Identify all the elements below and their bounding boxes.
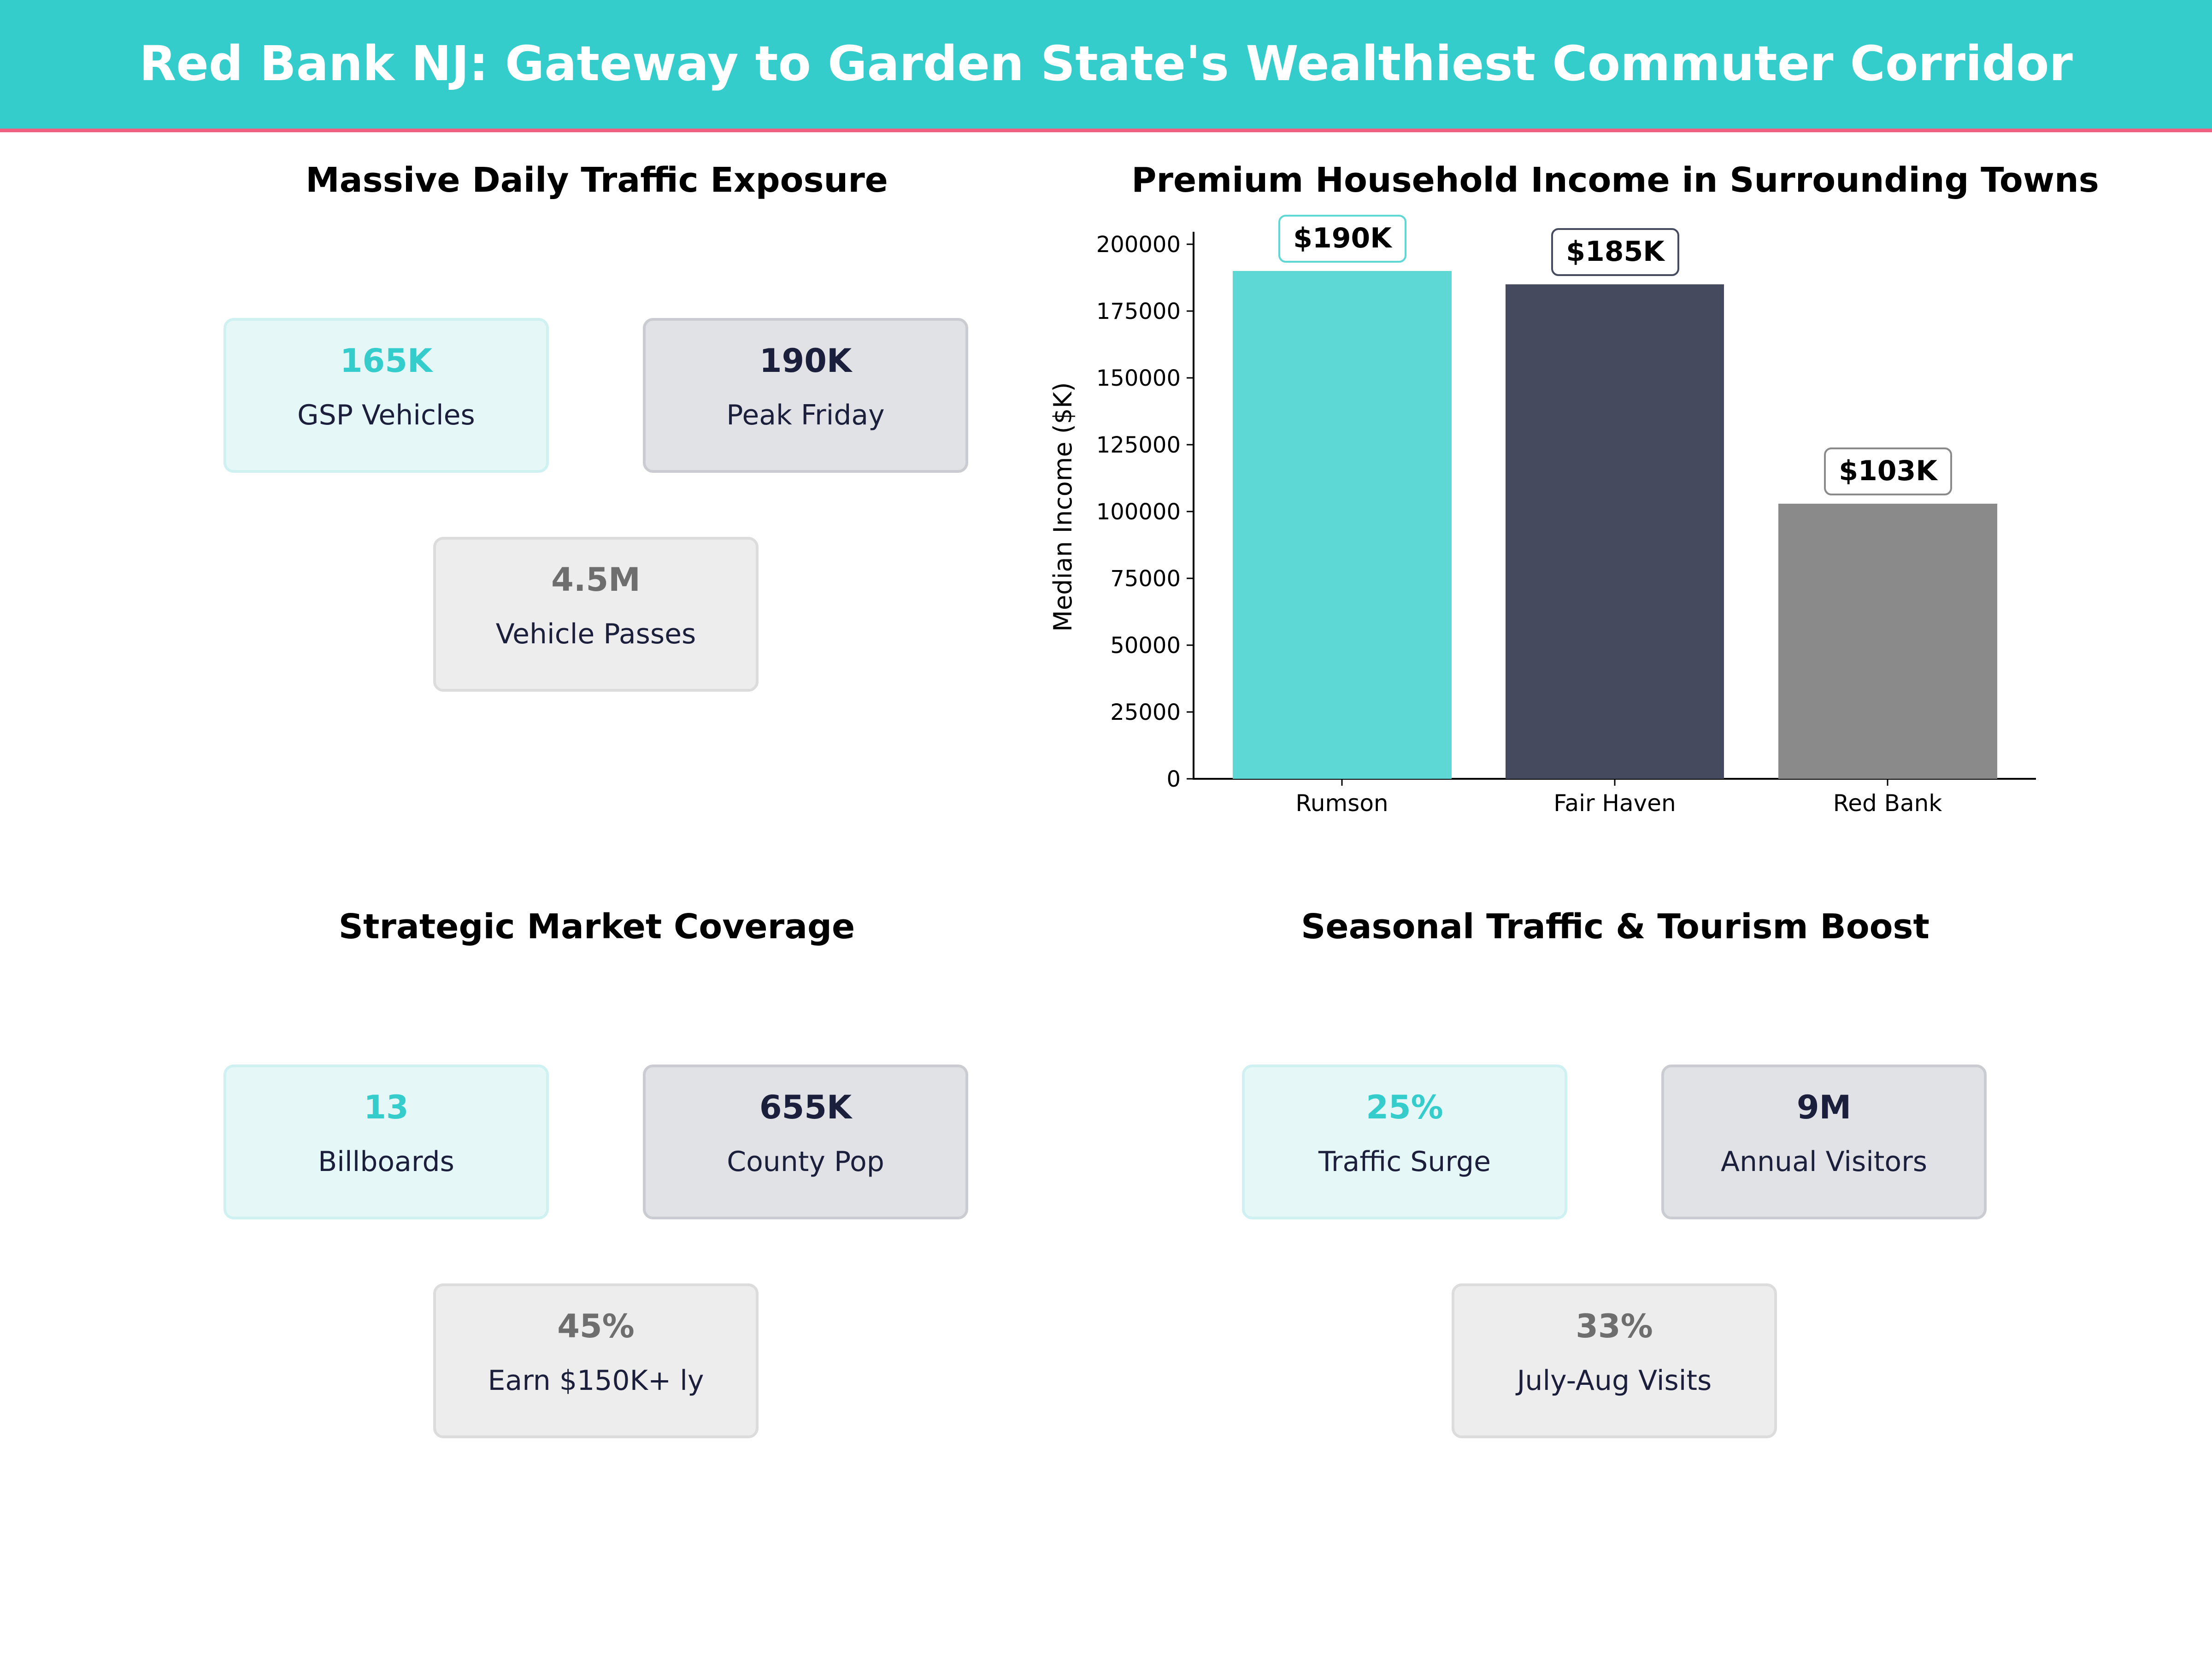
kpi-card-peak-friday: 190K Peak Friday (643, 318, 968, 473)
bar-fair-haven (1506, 284, 1724, 779)
svg-text:0: 0 (1166, 766, 1181, 792)
svg-text:Red Bank: Red Bank (1833, 790, 1942, 817)
kpi-value: 25% (1366, 1088, 1443, 1126)
kpi-value: 165K (340, 342, 433, 380)
kpi-card-gsp-vehicles: 165K GSP Vehicles (224, 318, 549, 473)
page-title: Red Bank NJ: Gateway to Garden State's W… (139, 35, 2073, 92)
kpi-value: 45% (557, 1307, 635, 1345)
kpi-value: 33% (1576, 1307, 1653, 1345)
kpi-label: Earn $150K+ ly (488, 1365, 704, 1397)
data-label-red-bank: $103K (1839, 455, 1938, 487)
svg-text:50000: 50000 (1110, 633, 1181, 659)
kpi-card-billboards: 13 Billboards (224, 1065, 549, 1219)
svg-text:125000: 125000 (1096, 432, 1181, 458)
kpi-card-county-pop: 655K County Pop (643, 1065, 968, 1219)
header-accent-line (0, 129, 2212, 132)
svg-text:175000: 175000 (1096, 299, 1181, 324)
svg-text:150000: 150000 (1096, 365, 1181, 391)
svg-text:Fair Haven: Fair Haven (1553, 790, 1676, 817)
svg-text:100000: 100000 (1096, 499, 1181, 525)
bar-rumson (1233, 271, 1452, 779)
kpi-value: 9M (1796, 1088, 1852, 1126)
bar-red-bank (1778, 504, 1997, 779)
kpi-label: County Pop (727, 1146, 884, 1178)
data-label-box-rumson (1278, 215, 1406, 263)
kpi-label: July-Aug Visits (1517, 1365, 1712, 1397)
kpi-label: Vehicle Passes (495, 618, 696, 650)
y-ticks: 0 25000 50000 75000 100000 125000 150000… (1096, 232, 1194, 792)
x-ticks: Rumson Fair Haven Red Bank (1295, 779, 1942, 817)
traffic-panel-title: Massive Daily Traffic Exposure (306, 160, 888, 200)
kpi-value: 655K (759, 1088, 852, 1126)
kpi-label: GSP Vehicles (297, 399, 475, 431)
data-label-box-red-bank (1824, 447, 1952, 495)
svg-text:200000: 200000 (1096, 232, 1181, 258)
kpi-label: Traffic Surge (1318, 1146, 1491, 1178)
data-label-box-fair-haven (1551, 228, 1679, 276)
kpi-card-earn-150k: 45% Earn $150K+ ly (433, 1283, 759, 1438)
svg-text:75000: 75000 (1110, 566, 1181, 592)
kpi-value: 13 (364, 1088, 409, 1126)
svg-text:25000: 25000 (1110, 700, 1181, 725)
kpi-card-annual-visitors: 9M Annual Visitors (1661, 1065, 1987, 1219)
data-label-rumson: $190K (1293, 222, 1393, 254)
kpi-value: 4.5M (551, 561, 641, 599)
kpi-card-traffic-surge: 25% Traffic Surge (1242, 1065, 1567, 1219)
kpi-card-vehicle-passes: 4.5M Vehicle Passes (433, 537, 759, 692)
kpi-label: Peak Friday (726, 399, 885, 431)
kpi-card-july-aug-visits: 33% July-Aug Visits (1452, 1283, 1777, 1438)
kpi-value: 190K (759, 342, 852, 380)
header-banner (0, 0, 2212, 130)
seasonal-panel-title: Seasonal Traffic & Tourism Boost (1301, 907, 1930, 947)
market-panel-title: Strategic Market Coverage (338, 907, 855, 947)
svg-text:Rumson: Rumson (1295, 790, 1388, 817)
kpi-label: Annual Visitors (1720, 1146, 1928, 1178)
y-axis-label: Median Income ($K) (1048, 382, 1077, 631)
income-panel-title: Premium Household Income in Surrounding … (1131, 160, 2099, 200)
kpi-label: Billboards (318, 1146, 454, 1178)
data-label-fair-haven: $185K (1566, 235, 1665, 268)
